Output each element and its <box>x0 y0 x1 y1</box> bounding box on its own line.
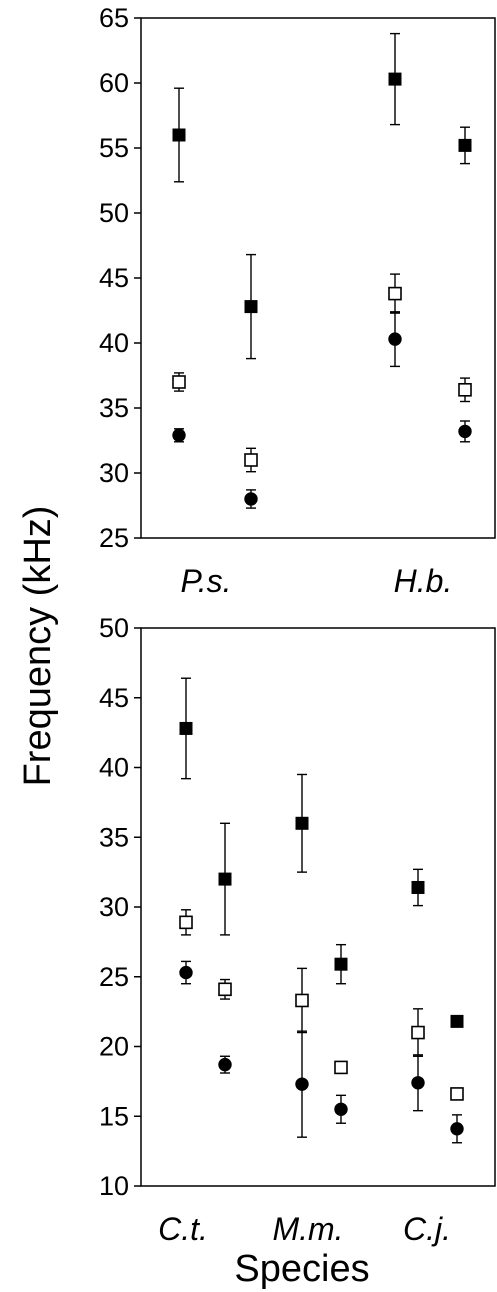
marker-open-square <box>450 1087 464 1101</box>
y-tick-label: 55 <box>99 133 129 163</box>
y-tick-label: 30 <box>99 892 129 922</box>
marker-filled-circle <box>450 1122 464 1136</box>
y-tick-label: 25 <box>99 523 129 553</box>
category-label: C.j. <box>403 1211 451 1247</box>
marker-filled-square <box>411 880 425 894</box>
marker-filled-circle <box>179 965 193 980</box>
marker-filled-circle <box>411 1076 425 1090</box>
marker-filled-circle <box>295 1077 309 1091</box>
marker-filled-square <box>458 138 472 152</box>
marker-filled-square <box>172 128 186 142</box>
marker-open-square <box>295 993 309 1008</box>
marker-open-square <box>411 1025 425 1040</box>
plot-frame <box>140 627 496 1187</box>
marker-open-square <box>388 286 402 301</box>
category-label: P.s. <box>181 563 232 599</box>
marker-filled-circle <box>334 1102 348 1116</box>
y-tick-label: 50 <box>99 198 129 228</box>
plot-frame <box>140 17 496 539</box>
marker-open-square <box>458 382 472 397</box>
marker-open-square <box>179 915 193 930</box>
marker-filled-circle <box>458 424 472 439</box>
category-label: C.t. <box>158 1211 208 1247</box>
y-tick-label: 35 <box>99 393 129 423</box>
y-tick-label: 30 <box>99 458 129 488</box>
y-tick-label: 40 <box>99 328 129 358</box>
marker-open-square <box>218 982 232 997</box>
y-axis-title: Frequency (kHz) <box>17 506 59 787</box>
marker-open-square <box>172 375 186 389</box>
top-panel: 25 30 35 40 45 50 55 60 65 P.s. H.b. <box>99 3 496 599</box>
y-tick-label: 50 <box>99 613 129 643</box>
marker-filled-square <box>179 721 193 735</box>
marker-filled-square <box>388 72 402 86</box>
x-axis-title: Species <box>234 1248 369 1290</box>
marker-filled-circle <box>172 428 186 442</box>
y-tick-label: 60 <box>99 68 129 98</box>
marker-filled-circle <box>388 332 402 346</box>
y-tick-label: 15 <box>99 1101 129 1131</box>
y-tick-label: 45 <box>99 683 129 713</box>
marker-open-square <box>334 1060 348 1075</box>
category-label: M.m. <box>272 1211 343 1247</box>
marker-filled-circle <box>244 492 258 506</box>
y-tick-label: 20 <box>99 1032 129 1062</box>
marker-filled-square <box>295 816 309 830</box>
category-label: H.b. <box>394 563 453 599</box>
bottom-panel: 10 15 20 25 30 35 40 45 50 C.t. M.m. C.j. <box>99 613 496 1247</box>
y-tick-label: 35 <box>99 822 129 852</box>
y-tick-label: 10 <box>99 1171 129 1201</box>
y-tick-label: 65 <box>99 3 129 33</box>
y-tick-label: 25 <box>99 962 129 992</box>
marker-open-square <box>244 453 258 467</box>
marker-filled-square <box>244 300 258 314</box>
marker-filled-square <box>218 872 232 886</box>
marker-filled-square <box>334 957 348 971</box>
y-tick-label: 45 <box>99 263 129 293</box>
marker-filled-square <box>450 1014 464 1028</box>
marker-filled-circle <box>218 1057 232 1072</box>
y-tick-label: 40 <box>99 753 129 783</box>
